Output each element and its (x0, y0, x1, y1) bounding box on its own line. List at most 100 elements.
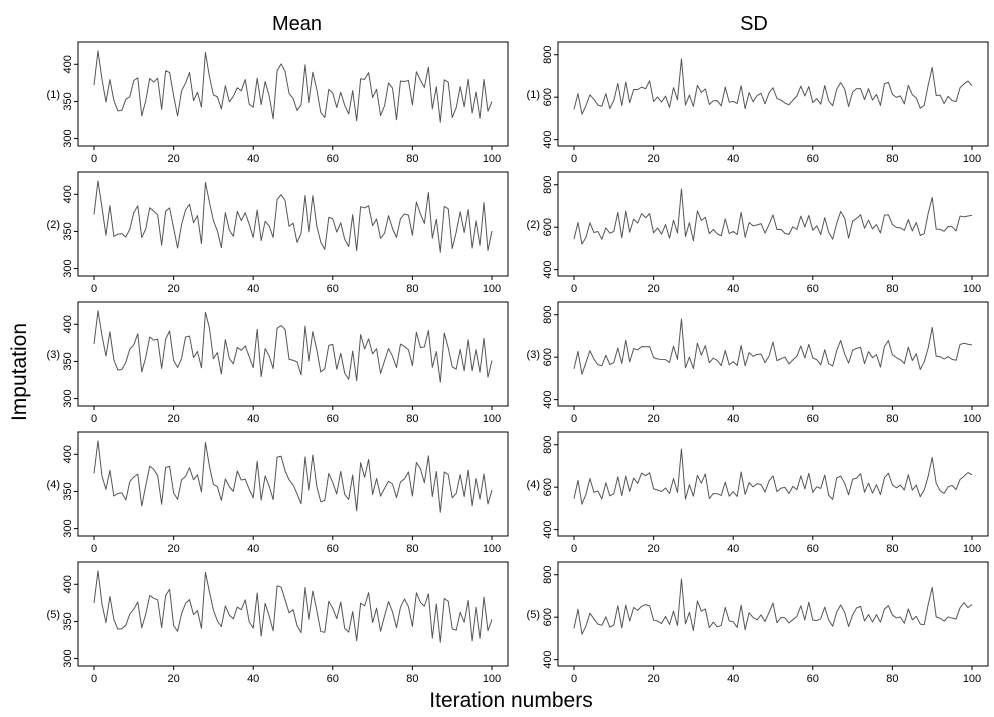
y-tick-label: 300 (62, 519, 74, 537)
column-title-mean: Mean (272, 13, 322, 35)
x-tick-label: 80 (406, 543, 418, 555)
x-tick-label: 0 (571, 413, 577, 425)
panel-frame (557, 561, 989, 667)
panel-mean-3: (3) 300 350 400 0 20 40 60 80 100 (47, 301, 509, 425)
series-line-mean (93, 570, 493, 643)
series-line-sd (573, 318, 973, 375)
x-tick-label: 60 (327, 543, 339, 555)
x-tick-label: 40 (727, 153, 739, 165)
x-tick-label: 80 (406, 673, 418, 685)
series-line-mean (93, 180, 493, 253)
row-label: (4) (47, 479, 60, 491)
x-tick-label: 20 (647, 543, 659, 555)
y-tick-label: 300 (62, 389, 74, 407)
y-tick-label: 400 (542, 260, 554, 278)
x-tick-label: 100 (963, 543, 981, 555)
x-tick-label: 20 (647, 153, 659, 165)
row-label: (2) (527, 219, 540, 231)
x-tick-label: 20 (167, 283, 179, 295)
x-tick-label: 0 (571, 673, 577, 685)
y-tick-label: 400 (62, 315, 74, 333)
y-tick-label: 800 (542, 306, 554, 324)
panel-frame (557, 171, 989, 277)
x-tick-label: 0 (91, 413, 97, 425)
x-tick-label: 20 (167, 673, 179, 685)
y-tick-label: 600 (542, 88, 554, 106)
x-tick-label: 60 (327, 283, 339, 295)
y-tick-label: 600 (542, 608, 554, 626)
x-tick-label: 100 (963, 413, 981, 425)
panel-frame (77, 41, 509, 147)
row-label: (5) (47, 609, 60, 621)
column-title-sd: SD (740, 13, 768, 35)
y-tick-label: 600 (542, 218, 554, 236)
x-axis-title: Iteration numbers (429, 689, 592, 712)
x-tick-label: 100 (483, 413, 501, 425)
x-tick-label: 40 (247, 673, 259, 685)
x-tick-label: 40 (247, 543, 259, 555)
x-tick-label: 20 (647, 283, 659, 295)
x-tick-label: 0 (571, 283, 577, 295)
y-tick-label: 800 (542, 566, 554, 584)
y-tick-label: 800 (542, 46, 554, 64)
x-tick-label: 40 (727, 413, 739, 425)
x-tick-label: 20 (647, 673, 659, 685)
x-tick-label: 60 (327, 413, 339, 425)
x-tick-label: 60 (807, 673, 819, 685)
x-tick-label: 20 (167, 543, 179, 555)
x-tick-label: 100 (483, 543, 501, 555)
y-tick-label: 400 (62, 575, 74, 593)
x-tick-label: 60 (327, 673, 339, 685)
x-tick-label: 20 (167, 413, 179, 425)
x-tick-label: 100 (483, 673, 501, 685)
row-label: (4) (527, 479, 540, 491)
y-tick-label: 400 (62, 185, 74, 203)
x-tick-label: 40 (247, 413, 259, 425)
x-tick-label: 0 (91, 153, 97, 165)
series-line-sd (573, 188, 973, 245)
x-tick-label: 80 (886, 543, 898, 555)
x-tick-label: 80 (406, 413, 418, 425)
x-tick-label: 0 (571, 543, 577, 555)
row-label: (5) (527, 609, 540, 621)
x-tick-label: 100 (483, 153, 501, 165)
panel-frame (557, 301, 989, 407)
y-tick-label: 400 (62, 445, 74, 463)
panel-mean-4: (4) 300 350 400 0 20 40 60 80 100 (47, 431, 509, 555)
y-tick-label: 350 (62, 92, 74, 110)
y-tick-label: 600 (542, 478, 554, 496)
x-tick-label: 40 (727, 543, 739, 555)
series-line-mean (93, 310, 493, 383)
x-tick-label: 60 (807, 153, 819, 165)
panel-sd-5: (5) 400 600 800 0 20 40 60 80 100 (527, 561, 989, 685)
panel-frame (557, 431, 989, 537)
y-tick-label: 400 (542, 130, 554, 148)
y-tick-label: 300 (62, 649, 74, 667)
x-tick-label: 80 (406, 153, 418, 165)
x-tick-label: 0 (571, 153, 577, 165)
x-tick-label: 0 (91, 673, 97, 685)
x-tick-label: 60 (327, 153, 339, 165)
row-label: (1) (527, 89, 540, 101)
row-label: (3) (47, 349, 60, 361)
x-tick-label: 100 (963, 673, 981, 685)
x-tick-label: 100 (483, 283, 501, 295)
y-tick-label: 400 (542, 390, 554, 408)
panel-frame (77, 171, 509, 277)
row-label: (2) (47, 219, 60, 231)
series-line-mean (93, 440, 493, 513)
y-tick-label: 400 (542, 650, 554, 668)
panel-mean-1: (1) 300 350 400 0 20 40 60 80 100 (47, 41, 509, 165)
y-tick-label: 350 (62, 482, 74, 500)
panel-sd-2: (2) 400 600 800 0 20 40 60 80 100 (527, 171, 989, 295)
x-tick-label: 20 (167, 153, 179, 165)
series-line-sd (573, 578, 973, 635)
x-tick-label: 60 (807, 413, 819, 425)
y-tick-label: 300 (62, 259, 74, 277)
y-tick-label: 350 (62, 612, 74, 630)
y-tick-label: 600 (542, 348, 554, 366)
x-tick-label: 60 (807, 283, 819, 295)
panel-sd-4: (4) 400 600 800 0 20 40 60 80 100 (527, 431, 989, 555)
